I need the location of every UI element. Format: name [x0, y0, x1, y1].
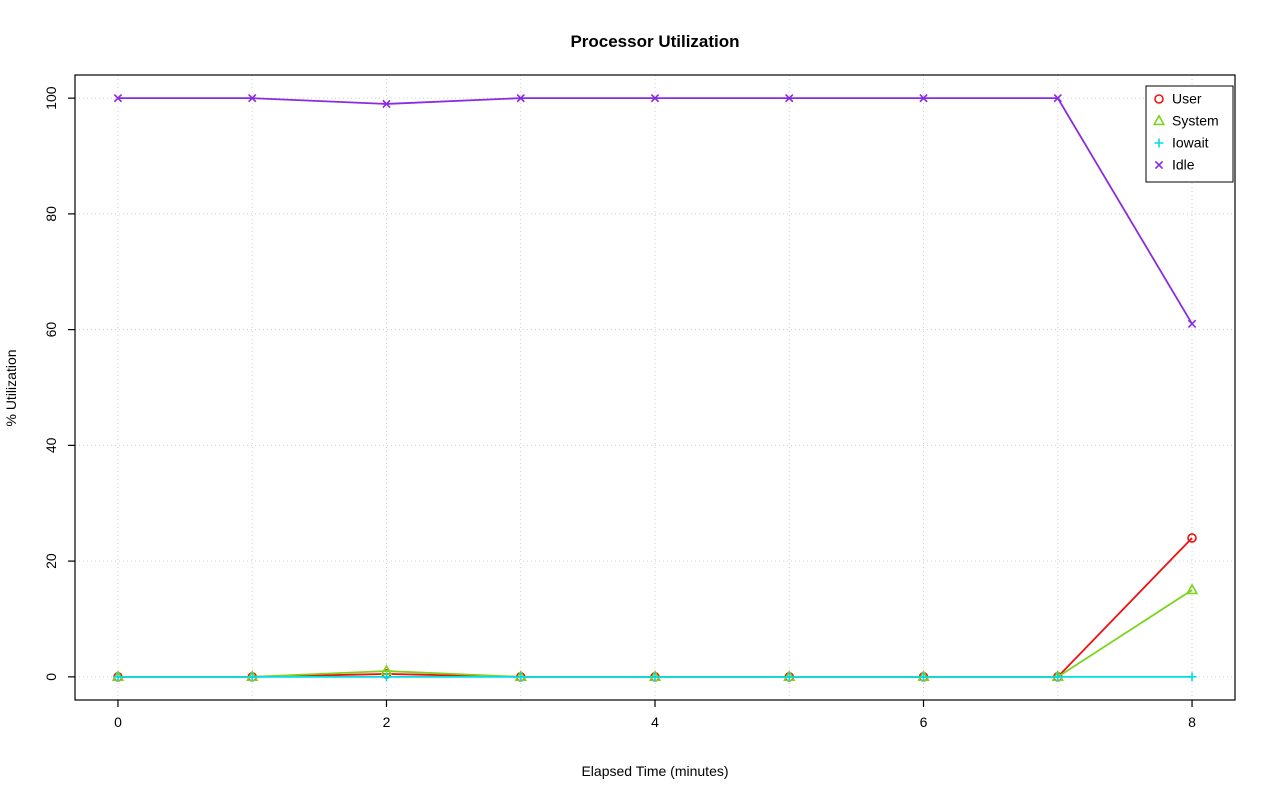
- y-tick-label: 20: [43, 553, 59, 569]
- legend-marker-user-icon: [1154, 94, 1164, 104]
- series-line-idle: [117, 97, 1193, 325]
- legend-marker-iowait-icon: [1154, 138, 1164, 148]
- x-tick-label: 2: [383, 714, 391, 730]
- series-point-idle-icon: [650, 93, 660, 103]
- x-tick-label: 0: [114, 714, 122, 730]
- series-point-iowait-icon: [247, 672, 257, 682]
- legend-label-iowait: Iowait: [1172, 135, 1209, 151]
- series-point-iowait-icon: [113, 672, 123, 682]
- y-axis-label: % Utilization: [3, 349, 19, 426]
- series-point-iowait-icon: [516, 672, 526, 682]
- series-point-system-icon: [1185, 583, 1199, 595]
- series-point-iowait-icon: [784, 672, 794, 682]
- chart-title: Processor Utilization: [570, 32, 739, 51]
- series-point-idle-icon: [113, 93, 123, 103]
- y-tick-label: 100: [43, 86, 59, 110]
- series-point-idle-icon: [382, 99, 391, 109]
- legend-label-user: User: [1172, 91, 1202, 107]
- series-point-idle-icon: [248, 93, 257, 103]
- series-point-idle-icon: [919, 93, 928, 103]
- series-point-idle-icon: [1187, 319, 1197, 329]
- y-tick-label: 40: [43, 437, 59, 453]
- series-point-iowait-icon: [381, 672, 391, 682]
- legend-marker-idle-icon: [1154, 160, 1164, 170]
- series-point-idle-icon: [516, 93, 525, 103]
- series-point-iowait-icon: [650, 672, 660, 682]
- series-point-idle-icon: [785, 93, 794, 103]
- x-tick-label: 8: [1188, 714, 1196, 730]
- x-tick-label: 6: [920, 714, 928, 730]
- y-tick-label: 60: [43, 322, 59, 338]
- series-point-iowait-icon: [1187, 672, 1197, 682]
- x-tick-label: 4: [651, 714, 659, 730]
- series-point-user-icon: [1187, 533, 1197, 543]
- legend-marker-system-icon: [1152, 114, 1166, 126]
- series-point-iowait-icon: [1053, 672, 1063, 682]
- legend-label-system: System: [1172, 113, 1219, 129]
- x-axis-label: Elapsed Time (minutes): [581, 763, 728, 779]
- y-tick-label: 80: [43, 206, 59, 222]
- series-point-idle-icon: [1053, 93, 1062, 103]
- series-point-iowait-icon: [919, 672, 929, 682]
- y-tick-label: 0: [43, 673, 59, 681]
- legend-label-idle: Idle: [1172, 157, 1195, 173]
